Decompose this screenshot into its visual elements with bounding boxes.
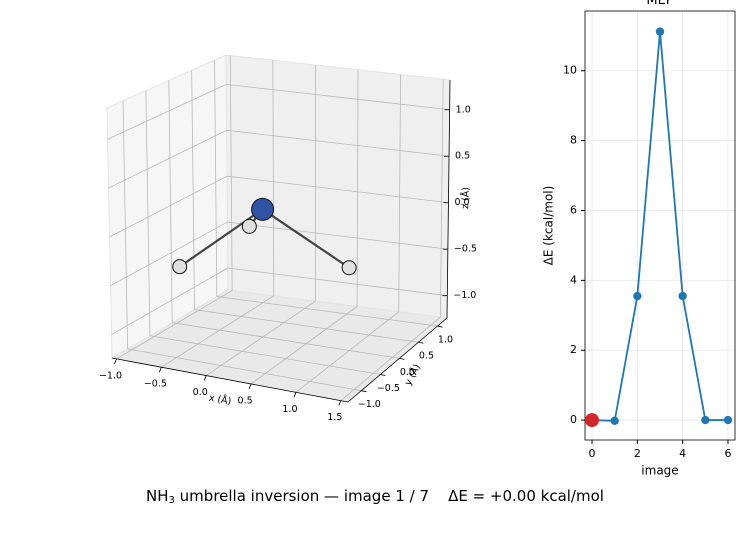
atom <box>251 197 275 221</box>
x-tick-label: 0.5 <box>238 395 253 406</box>
x-tick-label: 2 <box>634 447 641 460</box>
grid-line <box>226 175 449 204</box>
x-tick-label: 1.5 <box>327 412 342 423</box>
z-tick-label: 1.0 <box>456 104 471 115</box>
z-tick-label: 0.0 <box>454 197 469 208</box>
y-tick-label: 0.0 <box>400 367 415 378</box>
grid-line <box>227 221 448 250</box>
y-tick <box>437 325 443 328</box>
x-tick <box>114 358 117 364</box>
plot-frame <box>584 10 736 441</box>
bond <box>179 208 264 268</box>
grid-line <box>161 295 275 368</box>
grid-line <box>439 79 444 318</box>
y-tick-label: 0.5 <box>419 351 434 362</box>
y-tick-label: −0.5 <box>377 383 400 394</box>
grid-line <box>191 70 195 310</box>
x-tick-label: 6 <box>724 447 731 460</box>
y-tick-label: 4 <box>570 273 577 286</box>
grid-line <box>172 322 400 359</box>
grid-line <box>107 84 227 140</box>
grid-line <box>295 311 399 393</box>
point <box>610 416 619 425</box>
x-tick-label: 1.0 <box>282 404 297 415</box>
grid-line <box>214 60 218 297</box>
y-tick-label: −1.0 <box>358 399 381 410</box>
caption-subscript: 3 <box>169 495 175 506</box>
z-tick-label: 0.5 <box>455 151 470 162</box>
chart-title: MEP <box>646 0 673 8</box>
x-axis-label: image <box>641 464 678 478</box>
grid-line <box>356 69 359 307</box>
point <box>655 27 665 36</box>
y-tick-label: 10 <box>563 64 577 77</box>
grid-line <box>250 306 358 385</box>
grid-line <box>226 83 450 111</box>
grid-line <box>108 129 227 189</box>
grid-line <box>398 74 402 312</box>
grid-line <box>216 296 438 327</box>
grid-line <box>109 175 228 238</box>
grid-line <box>194 309 419 343</box>
y-tick <box>380 374 386 376</box>
x-tick <box>338 400 342 406</box>
y-tick-label: 1.0 <box>438 335 453 346</box>
z-tick-label: −0.5 <box>454 244 477 255</box>
y-tick-label: 6 <box>570 203 577 216</box>
grid-line <box>340 316 441 401</box>
z-axis-label: z (Å) <box>459 187 472 209</box>
caption: NH3 umbrella inversion — image 1 / 7 ΔE … <box>146 487 604 507</box>
point <box>678 291 687 301</box>
pane-back <box>225 54 451 319</box>
caption-text: umbrella inversion — image 1 / 7 ΔE = +0… <box>175 487 604 505</box>
atom <box>172 259 188 275</box>
x-tick <box>248 383 252 390</box>
grid-line <box>145 90 151 336</box>
grid-line <box>127 348 362 392</box>
x-axis-label: x (Å) <box>208 392 232 408</box>
grid-line <box>122 100 129 349</box>
caption-prefix: NH <box>146 487 169 505</box>
grid-line <box>229 55 233 291</box>
x-tick <box>158 367 162 373</box>
x-tick-label: 4 <box>679 447 686 460</box>
y-axis-line <box>347 317 448 403</box>
y-tick-label: 0 <box>570 413 577 426</box>
bond <box>261 208 350 269</box>
y-axis-label: ΔE (kcal/mol) <box>542 186 556 266</box>
grid-line <box>149 335 381 375</box>
grid-line <box>205 300 316 376</box>
z-tick-label: −1.0 <box>453 290 476 301</box>
x-axis-line <box>111 357 349 403</box>
point <box>701 415 710 425</box>
grid-line <box>226 129 450 157</box>
grid-line <box>168 80 173 323</box>
x-tick-label: 0 <box>589 447 596 460</box>
current-marker <box>585 413 600 428</box>
y-tick-label: 2 <box>570 343 577 356</box>
x-tick-label: −0.5 <box>144 379 167 390</box>
point <box>633 291 642 301</box>
atom <box>241 218 257 234</box>
grid-line <box>272 60 275 296</box>
point <box>723 415 733 425</box>
grid-line <box>116 290 233 360</box>
grid-line <box>110 221 228 287</box>
x-tick-label: −1.0 <box>99 370 122 381</box>
x-tick <box>203 375 207 381</box>
x-tick-label: 0.0 <box>193 387 208 398</box>
y-tick-label: 8 <box>570 134 577 147</box>
x-tick <box>293 392 297 398</box>
grid-line <box>111 267 229 335</box>
atom <box>341 260 357 276</box>
y-tick <box>399 357 405 360</box>
grid-line <box>227 267 448 297</box>
y-tick <box>418 341 424 344</box>
z-axis-line <box>446 79 451 319</box>
y-tick <box>361 390 367 393</box>
